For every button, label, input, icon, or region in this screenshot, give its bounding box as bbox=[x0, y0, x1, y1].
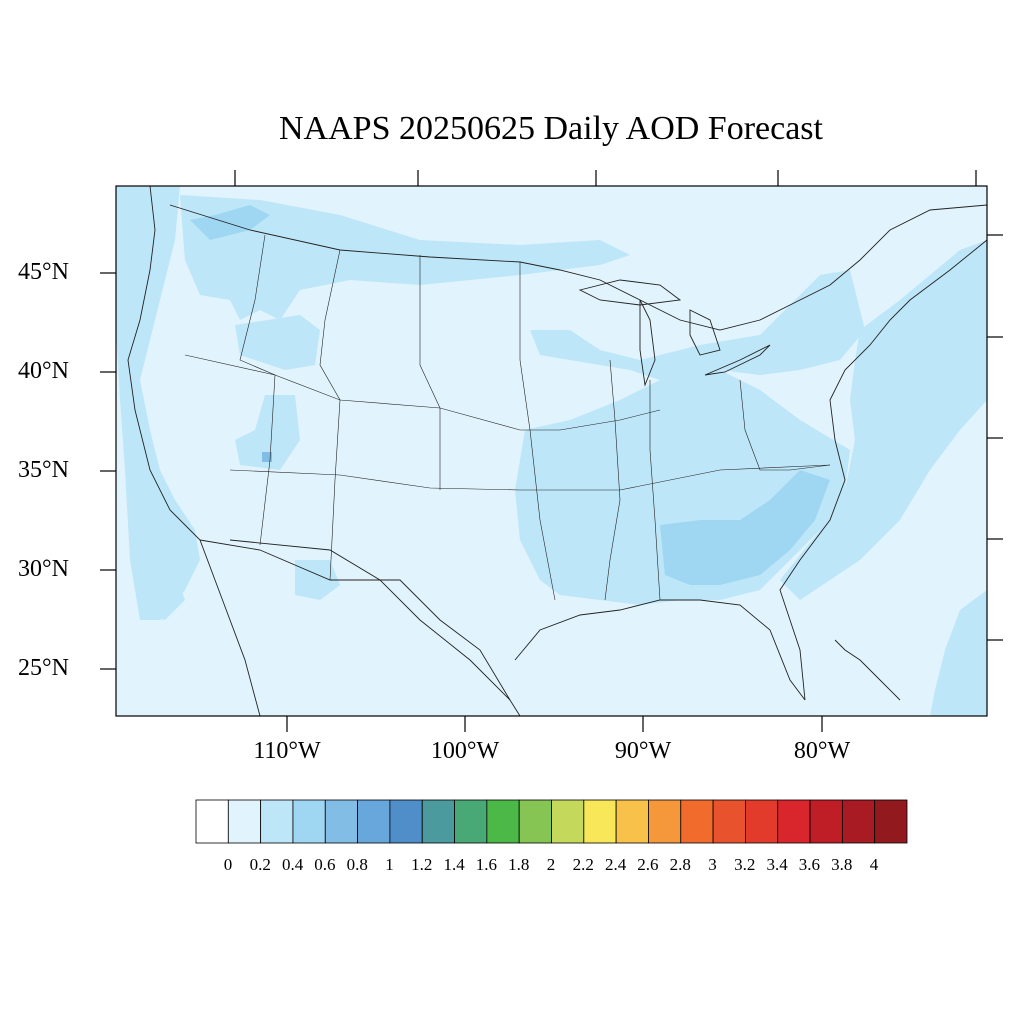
colorbar-swatch bbox=[615, 799, 649, 844]
colorbar-swatch bbox=[486, 799, 520, 844]
state-line bbox=[519, 262, 556, 601]
aod-region-caribbean bbox=[930, 590, 987, 716]
lat-label-25: 25°N bbox=[18, 655, 69, 681]
state-line bbox=[419, 255, 441, 490]
colorbar-swatch bbox=[745, 799, 779, 844]
colorbar-swatch bbox=[551, 799, 585, 844]
state-line bbox=[319, 249, 341, 581]
lake-huron bbox=[689, 309, 721, 356]
colorbar-swatch bbox=[518, 799, 552, 844]
colorbar-tick-label: 0.6 bbox=[314, 855, 336, 874]
state-line bbox=[229, 464, 831, 491]
map-frame bbox=[115, 185, 988, 717]
lat-label-45: 45°N bbox=[18, 259, 69, 285]
colorbar-swatch bbox=[809, 799, 843, 844]
colorbar-swatch bbox=[421, 799, 455, 844]
east-coast-line bbox=[779, 239, 987, 701]
colorbar-swatch bbox=[648, 799, 682, 844]
colorbar-swatch bbox=[454, 799, 488, 844]
lake-erie bbox=[704, 344, 771, 376]
lat-label-35: 35°N bbox=[18, 457, 69, 483]
aod-region-atlantic bbox=[780, 240, 987, 600]
colorbar-tick-label: 3.8 bbox=[831, 855, 853, 874]
west-coast-line bbox=[127, 186, 261, 716]
state-line bbox=[184, 354, 661, 431]
colorbar-tick-label: 4 bbox=[869, 855, 879, 874]
colorbar-tick-label: 2 bbox=[546, 855, 556, 874]
boundaries bbox=[127, 186, 987, 716]
colorbar-swatch bbox=[357, 799, 391, 844]
lat-label-30: 30°N bbox=[18, 556, 69, 582]
colorbar-swatch bbox=[260, 799, 294, 844]
colorbar-tick-label: 1.4 bbox=[443, 855, 465, 874]
aod-region-baja bbox=[140, 555, 185, 620]
state-line bbox=[604, 359, 621, 601]
mexico-border bbox=[199, 539, 511, 701]
colorbar-swatch bbox=[680, 799, 714, 844]
lon-label-80: 80°W bbox=[793, 738, 851, 764]
colorbar-tick-label: 2.4 bbox=[604, 855, 627, 874]
colorbar-tick-label: 0 bbox=[223, 855, 233, 874]
state-line bbox=[649, 380, 661, 601]
colorbar-tick-label: 1.2 bbox=[411, 855, 433, 874]
lon-label-100: 100°W bbox=[430, 738, 500, 764]
colorbar-swatch bbox=[195, 799, 229, 844]
axis-ticks bbox=[100, 170, 1003, 732]
lon-label-90: 90°W bbox=[614, 738, 672, 764]
colorbar-swatch bbox=[389, 799, 423, 844]
colorbar-tick-label: 0.4 bbox=[281, 855, 304, 874]
colorbar-tick-label: 1.6 bbox=[475, 855, 498, 874]
lat-label-40: 40°N bbox=[18, 358, 69, 384]
colorbar-tick-label: 1.8 bbox=[508, 855, 530, 874]
colorbar-tick-label: 3 bbox=[708, 855, 717, 874]
colorbar-tick-label: 2.6 bbox=[637, 855, 659, 874]
colorbar-swatch bbox=[227, 799, 262, 844]
aod-region-montana bbox=[235, 315, 320, 370]
colorbar-swatch bbox=[841, 799, 876, 844]
lake-superior bbox=[578, 279, 682, 306]
colorbar-tick-label: 2.8 bbox=[669, 855, 691, 874]
state-line bbox=[739, 379, 831, 471]
colorbar-swatch bbox=[874, 799, 908, 844]
colorbar-swatch bbox=[292, 799, 326, 844]
colorbar-tick-label: 0.2 bbox=[249, 855, 271, 874]
lon-label-110: 110°W bbox=[253, 738, 321, 764]
aod-region-northern-tier bbox=[180, 195, 630, 320]
colorbar-swatch bbox=[324, 799, 358, 844]
aod-region-pacific bbox=[116, 186, 200, 620]
colorbar-tick-label: 0.8 bbox=[346, 855, 368, 874]
aod-region-southeast bbox=[660, 470, 830, 585]
colorbar-tick-label: 3.2 bbox=[734, 855, 756, 874]
colorbar-tick-label: 3.4 bbox=[766, 855, 788, 874]
gulf-coast-east bbox=[514, 599, 806, 701]
colorbar-tick-label: 1 bbox=[385, 855, 394, 874]
canada-border-line bbox=[169, 204, 987, 331]
colorbar-swatch bbox=[777, 799, 811, 844]
colorbar-swatch bbox=[712, 799, 746, 844]
map-title: NAAPS 20250625 Daily AOD Forecast bbox=[279, 110, 823, 147]
colorbar-swatch bbox=[583, 799, 617, 844]
colorbar-tick-label: 2.2 bbox=[572, 855, 594, 874]
colorbar-tick-label: 3.6 bbox=[798, 855, 821, 874]
aod-region-utah bbox=[235, 395, 300, 470]
aod-region-great-lakes bbox=[530, 270, 865, 385]
florida-keys bbox=[834, 639, 901, 701]
aod-region-washington bbox=[190, 205, 270, 240]
aod-elevated-regions bbox=[116, 186, 987, 716]
state-line bbox=[239, 234, 276, 546]
lake-michigan bbox=[639, 299, 656, 387]
